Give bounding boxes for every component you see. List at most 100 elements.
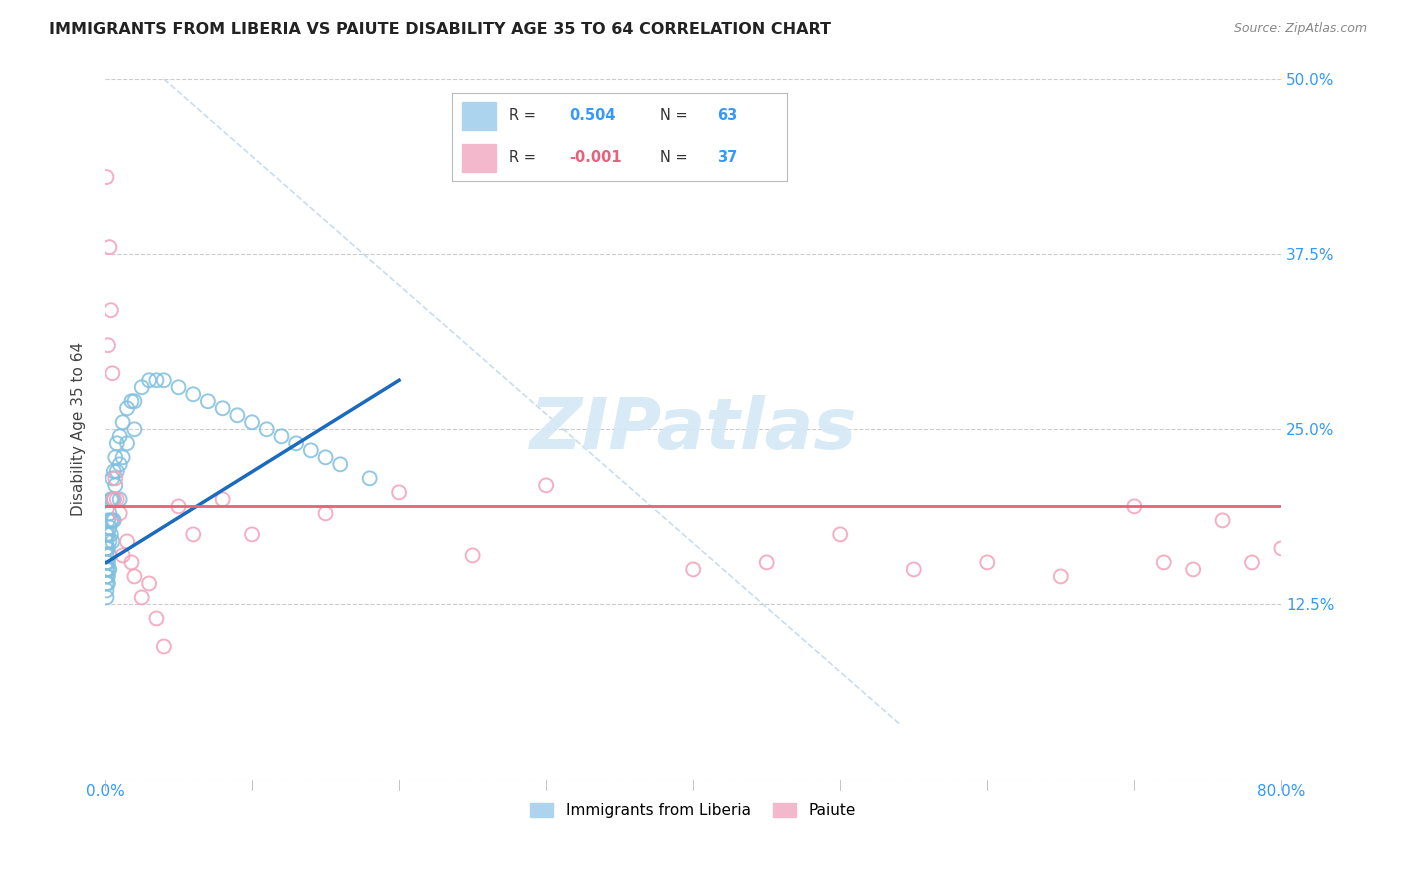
Point xyxy=(976,556,998,570)
Point xyxy=(830,527,852,541)
Point xyxy=(96,591,118,605)
Point xyxy=(124,394,146,409)
Point xyxy=(97,541,120,556)
Text: Source: ZipAtlas.com: Source: ZipAtlas.com xyxy=(1233,22,1367,36)
Point xyxy=(104,478,127,492)
Point xyxy=(124,422,146,436)
Point xyxy=(98,549,121,563)
Point xyxy=(115,436,138,450)
Point xyxy=(315,450,337,465)
Point xyxy=(108,492,131,507)
Point xyxy=(131,591,153,605)
Point xyxy=(96,576,118,591)
Point xyxy=(96,562,118,576)
Point xyxy=(97,513,120,527)
Point xyxy=(96,541,118,556)
Point xyxy=(96,170,118,185)
Point xyxy=(181,387,204,401)
Point xyxy=(104,450,127,465)
Point xyxy=(97,527,120,541)
Point xyxy=(96,583,118,598)
Point xyxy=(315,507,337,521)
Point xyxy=(299,443,322,458)
Point xyxy=(903,562,925,576)
Point xyxy=(100,513,122,527)
Point xyxy=(682,562,704,576)
Point xyxy=(211,492,233,507)
Point xyxy=(101,492,124,507)
Point xyxy=(100,303,122,318)
Point xyxy=(124,569,146,583)
Point xyxy=(1123,500,1146,514)
Legend: Immigrants from Liberia, Paiute: Immigrants from Liberia, Paiute xyxy=(524,797,862,824)
Point xyxy=(145,611,167,625)
Point xyxy=(103,492,125,507)
Point xyxy=(285,436,308,450)
Y-axis label: Disability Age 35 to 64: Disability Age 35 to 64 xyxy=(72,343,86,516)
Point xyxy=(105,436,128,450)
Point xyxy=(256,422,278,436)
Point xyxy=(101,534,124,549)
Point xyxy=(104,471,127,485)
Point xyxy=(270,429,292,443)
Point xyxy=(388,485,411,500)
Point xyxy=(1270,541,1292,556)
Text: ZIPatlas: ZIPatlas xyxy=(530,395,856,464)
Point xyxy=(534,478,557,492)
Point xyxy=(111,450,134,465)
Point xyxy=(103,464,125,478)
Point xyxy=(97,562,120,576)
Point xyxy=(138,576,160,591)
Point xyxy=(101,513,124,527)
Point xyxy=(120,556,142,570)
Point xyxy=(97,576,120,591)
Point xyxy=(98,520,121,534)
Point xyxy=(98,562,121,576)
Point xyxy=(97,569,120,583)
Point xyxy=(115,534,138,549)
Point xyxy=(98,534,121,549)
Point xyxy=(101,471,124,485)
Point xyxy=(108,507,131,521)
Point xyxy=(1049,569,1071,583)
Point xyxy=(105,492,128,507)
Point xyxy=(96,534,118,549)
Point xyxy=(755,556,778,570)
Point xyxy=(97,556,120,570)
Point xyxy=(1240,556,1263,570)
Point xyxy=(197,394,219,409)
Point xyxy=(96,549,118,563)
Point xyxy=(167,380,190,394)
Point xyxy=(145,373,167,387)
Point xyxy=(153,373,176,387)
Point xyxy=(98,507,121,521)
Point xyxy=(103,492,125,507)
Point xyxy=(111,549,134,563)
Point xyxy=(96,569,118,583)
Point xyxy=(1182,562,1205,576)
Point xyxy=(105,464,128,478)
Point xyxy=(98,240,121,254)
Point xyxy=(167,500,190,514)
Point xyxy=(96,556,118,570)
Point xyxy=(240,527,263,541)
Point xyxy=(100,492,122,507)
Point xyxy=(115,401,138,416)
Point xyxy=(138,373,160,387)
Text: IMMIGRANTS FROM LIBERIA VS PAIUTE DISABILITY AGE 35 TO 64 CORRELATION CHART: IMMIGRANTS FROM LIBERIA VS PAIUTE DISABI… xyxy=(49,22,831,37)
Point xyxy=(211,401,233,416)
Point xyxy=(240,415,263,429)
Point xyxy=(329,458,352,472)
Point xyxy=(108,429,131,443)
Point xyxy=(1212,513,1234,527)
Point xyxy=(103,513,125,527)
Point xyxy=(1153,556,1175,570)
Point xyxy=(101,366,124,380)
Point xyxy=(131,380,153,394)
Point xyxy=(181,527,204,541)
Point xyxy=(108,458,131,472)
Point xyxy=(153,640,176,654)
Point xyxy=(97,338,120,352)
Point xyxy=(120,394,142,409)
Point xyxy=(359,471,381,485)
